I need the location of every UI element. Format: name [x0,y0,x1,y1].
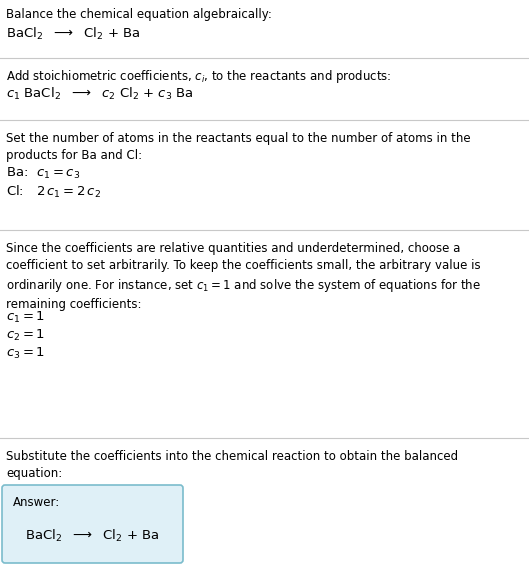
Text: BaCl$_2$  $\longrightarrow$  Cl$_2$ + Ba: BaCl$_2$ $\longrightarrow$ Cl$_2$ + Ba [25,528,160,544]
Text: Add stoichiometric coefficients, $c_i$, to the reactants and products:: Add stoichiometric coefficients, $c_i$, … [6,68,391,85]
Text: $c_1 = 1$: $c_1 = 1$ [6,310,45,325]
Text: Ba:  $c_1 = c_3$: Ba: $c_1 = c_3$ [6,166,80,181]
Text: Cl:   $2\,c_1 = 2\,c_2$: Cl: $2\,c_1 = 2\,c_2$ [6,184,101,200]
Text: Set the number of atoms in the reactants equal to the number of atoms in the
pro: Set the number of atoms in the reactants… [6,132,471,162]
Text: Substitute the coefficients into the chemical reaction to obtain the balanced
eq: Substitute the coefficients into the che… [6,450,458,480]
Text: Answer:: Answer: [13,496,60,509]
Text: $c_3 = 1$: $c_3 = 1$ [6,346,45,361]
Text: BaCl$_2$  $\longrightarrow$  Cl$_2$ + Ba: BaCl$_2$ $\longrightarrow$ Cl$_2$ + Ba [6,26,140,42]
Text: Since the coefficients are relative quantities and underdetermined, choose a
coe: Since the coefficients are relative quan… [6,242,481,311]
FancyBboxPatch shape [2,485,183,563]
Text: $c_1$ BaCl$_2$  $\longrightarrow$  $c_2$ Cl$_2$ + $c_3$ Ba: $c_1$ BaCl$_2$ $\longrightarrow$ $c_2$ C… [6,86,194,102]
Text: $c_2 = 1$: $c_2 = 1$ [6,328,45,343]
Text: Balance the chemical equation algebraically:: Balance the chemical equation algebraica… [6,8,272,21]
